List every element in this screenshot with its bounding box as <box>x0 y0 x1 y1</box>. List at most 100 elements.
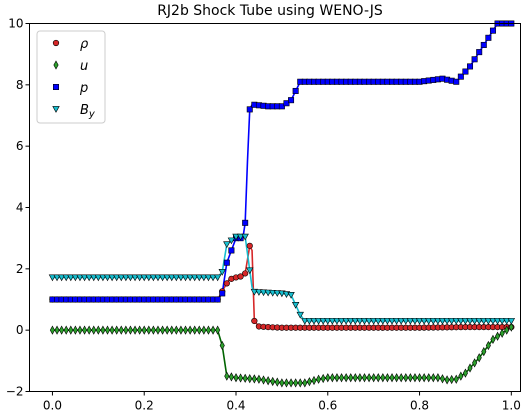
data-point <box>467 363 473 373</box>
data-point <box>453 78 460 85</box>
data-point <box>247 373 253 384</box>
data-point <box>461 318 470 325</box>
data-point <box>493 318 502 325</box>
data-point <box>421 373 427 383</box>
data-point <box>360 318 369 325</box>
data-point <box>91 325 97 335</box>
data-point <box>337 318 346 325</box>
data-point <box>150 325 156 335</box>
data-point <box>438 318 447 325</box>
data-point <box>126 274 135 282</box>
data-point <box>265 376 271 386</box>
data-point <box>192 325 198 335</box>
data-point <box>417 373 423 383</box>
data-point <box>504 325 510 335</box>
data-point <box>329 373 335 383</box>
data-point <box>320 373 326 384</box>
legend-entry: ρ <box>52 37 89 52</box>
data-point <box>288 97 295 104</box>
data-point <box>375 373 381 383</box>
data-point <box>186 274 194 282</box>
data-point <box>293 378 299 388</box>
legend-entry: p <box>52 81 88 96</box>
data-point <box>429 318 438 325</box>
data-point <box>108 274 116 282</box>
data-point <box>314 318 323 325</box>
data-point <box>94 274 103 282</box>
legend-entry: u <box>53 59 88 74</box>
data-point <box>302 378 308 388</box>
data-point <box>141 325 147 335</box>
legend: ρup By <box>36 30 106 124</box>
data-point <box>123 325 129 335</box>
data-point <box>67 274 75 282</box>
legend-label: p <box>79 81 88 96</box>
data-point <box>140 274 148 282</box>
data-point <box>489 27 496 34</box>
data-point <box>259 289 268 297</box>
data-point <box>402 318 410 325</box>
y-tick-label: 0 <box>16 323 24 337</box>
legend-box <box>36 30 106 124</box>
chart-title: RJ2b Shock Tube using WENO-JS <box>157 3 383 19</box>
data-point <box>242 373 248 383</box>
data-point <box>352 373 358 383</box>
data-point <box>48 274 57 282</box>
data-point <box>200 274 208 282</box>
data-point <box>374 318 382 325</box>
data-point <box>62 274 70 282</box>
data-point <box>52 39 60 47</box>
data-point <box>213 274 222 282</box>
data-point <box>256 374 262 384</box>
data-point <box>114 325 120 335</box>
data-point <box>457 73 464 80</box>
data-point <box>296 311 304 319</box>
x-tick-label: 0.8 <box>410 399 429 413</box>
y-axis: −2 0 2 4 6 8 10 <box>6 17 30 399</box>
legend-label: By <box>80 103 96 120</box>
data-point <box>351 318 360 325</box>
x-axis: 0.0 0.2 0.4 0.6 0.8 1.0 <box>43 391 521 413</box>
data-point <box>324 318 332 325</box>
data-point <box>76 274 84 282</box>
data-point <box>241 233 249 241</box>
data-point <box>392 318 401 325</box>
data-point <box>499 328 505 338</box>
data-point <box>228 247 235 254</box>
data-point <box>173 325 179 335</box>
data-point <box>462 368 468 378</box>
data-point <box>237 273 244 280</box>
data-point <box>471 56 478 63</box>
data-point <box>334 373 340 383</box>
data-point <box>210 325 216 335</box>
data-point <box>288 378 294 388</box>
data-point <box>476 353 482 363</box>
data-point <box>301 318 309 325</box>
series-marker-group <box>48 233 516 325</box>
data-point <box>278 103 285 110</box>
x-tick-label: 0.6 <box>318 399 337 413</box>
data-point <box>273 290 282 297</box>
data-point <box>485 34 492 41</box>
data-point <box>498 318 506 325</box>
data-point <box>407 373 413 383</box>
legend-label: ρ <box>80 37 89 52</box>
data-point <box>172 274 181 282</box>
series-marker-group <box>49 322 514 388</box>
data-point <box>489 318 497 325</box>
data-point <box>485 340 491 351</box>
data-point <box>209 274 217 282</box>
data-point <box>196 325 202 335</box>
data-point <box>219 290 226 297</box>
data-point <box>85 274 93 282</box>
data-point <box>223 241 231 249</box>
data-point <box>389 373 395 383</box>
data-point <box>242 219 249 226</box>
data-point <box>122 274 130 282</box>
y-tick-label: 8 <box>16 78 24 92</box>
data-point <box>457 318 465 325</box>
data-point <box>425 318 433 325</box>
data-point <box>462 68 469 75</box>
data-point <box>53 60 59 70</box>
